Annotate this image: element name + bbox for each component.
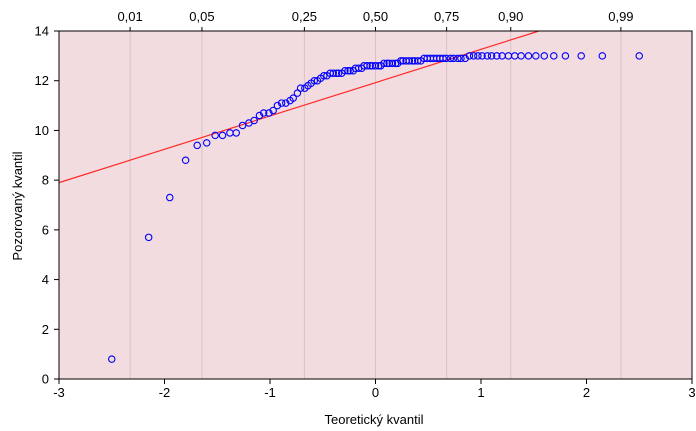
data-point (265, 109, 273, 117)
data-point (238, 121, 247, 130)
probability-axis: 0,01 0,05 0,25 0,50 0,75 0,90 0,99 (117, 9, 634, 31)
data-point (550, 52, 558, 60)
data-point (166, 193, 174, 202)
data-point (478, 52, 486, 60)
data-point (332, 69, 341, 78)
x-axis-label: Teoretický kvantil (325, 412, 424, 427)
data-point (449, 54, 458, 63)
probability-tick-label: 0,25 (292, 9, 317, 24)
data-point (371, 62, 380, 70)
data-point (446, 54, 455, 63)
data-point (344, 67, 352, 75)
x-tick-label: 0 (372, 385, 379, 400)
data-point (635, 52, 643, 60)
y-tick-label: 6 (42, 222, 49, 237)
x-tick-label: 1 (477, 385, 484, 400)
data-point (289, 94, 297, 102)
y-tick-label: 2 (42, 322, 49, 337)
data-point (461, 54, 469, 63)
data-point (363, 62, 371, 70)
data-point (483, 52, 492, 60)
data-point (273, 101, 282, 110)
data-point (341, 67, 349, 75)
data-point (517, 52, 525, 60)
data-point (487, 52, 496, 60)
data-point (282, 99, 290, 107)
data-point (259, 109, 268, 117)
data-point (474, 52, 482, 60)
data-point (366, 62, 374, 70)
y-axis: 0 2 4 6 8 10 12 14 (35, 24, 59, 387)
data-point (561, 52, 570, 60)
data-point (218, 131, 227, 140)
data-point (269, 106, 277, 115)
data-point (383, 59, 391, 68)
data-point (181, 156, 190, 165)
data-point (202, 139, 211, 147)
data-point (193, 141, 201, 150)
data-point (255, 111, 264, 120)
data-point (408, 57, 417, 65)
data-point (454, 54, 462, 63)
data-point (277, 99, 286, 107)
data-point (250, 116, 258, 125)
y-tick-label: 4 (42, 272, 49, 287)
probability-tick-label: 0,01 (117, 9, 142, 24)
data-point (310, 76, 319, 85)
y-tick-label: 10 (35, 123, 49, 138)
data-point (320, 71, 328, 80)
data-point (532, 52, 540, 60)
data-point (442, 54, 450, 63)
data-point (232, 129, 240, 137)
y-tick-label: 0 (42, 372, 49, 387)
y-tick-label: 8 (42, 173, 49, 188)
data-point (405, 57, 414, 65)
data-point (598, 52, 607, 60)
data-point (493, 52, 501, 60)
data-point (108, 355, 116, 363)
x-tick-label: -2 (159, 385, 171, 400)
data-point (211, 131, 219, 140)
x-axis: -3 -2 -1 0 1 2 3 (53, 379, 696, 400)
data-point (469, 52, 478, 60)
grid-lines (129, 31, 622, 379)
data-point (296, 84, 305, 92)
y-tick-label: 12 (35, 73, 49, 88)
x-tick-label: -1 (264, 385, 276, 400)
probability-tick-label: 0,99 (608, 9, 633, 24)
probability-tick-label: 0,75 (434, 9, 459, 24)
probability-tick-label: 0,90 (498, 9, 523, 24)
y-axis-label: Pozorovaný kvantil (10, 151, 25, 260)
x-tick-label: 2 (583, 385, 590, 400)
probability-tick-label: 0,50 (363, 9, 388, 24)
data-point (380, 59, 388, 68)
data-point (457, 54, 465, 63)
probability-tick-label: 0,05 (189, 9, 214, 24)
data-points (108, 52, 643, 363)
data-point (334, 69, 343, 78)
data-point (465, 52, 474, 60)
data-point (524, 52, 533, 60)
data-point (388, 59, 397, 68)
data-point (439, 54, 447, 63)
x-tick-label: 3 (688, 385, 695, 400)
data-point (577, 52, 585, 60)
data-point (329, 69, 338, 78)
data-point (397, 57, 405, 65)
data-point (144, 233, 153, 242)
data-point (413, 57, 422, 65)
x-tick-label: -3 (53, 385, 65, 400)
data-point (540, 52, 549, 60)
y-tick-label: 14 (35, 24, 49, 39)
